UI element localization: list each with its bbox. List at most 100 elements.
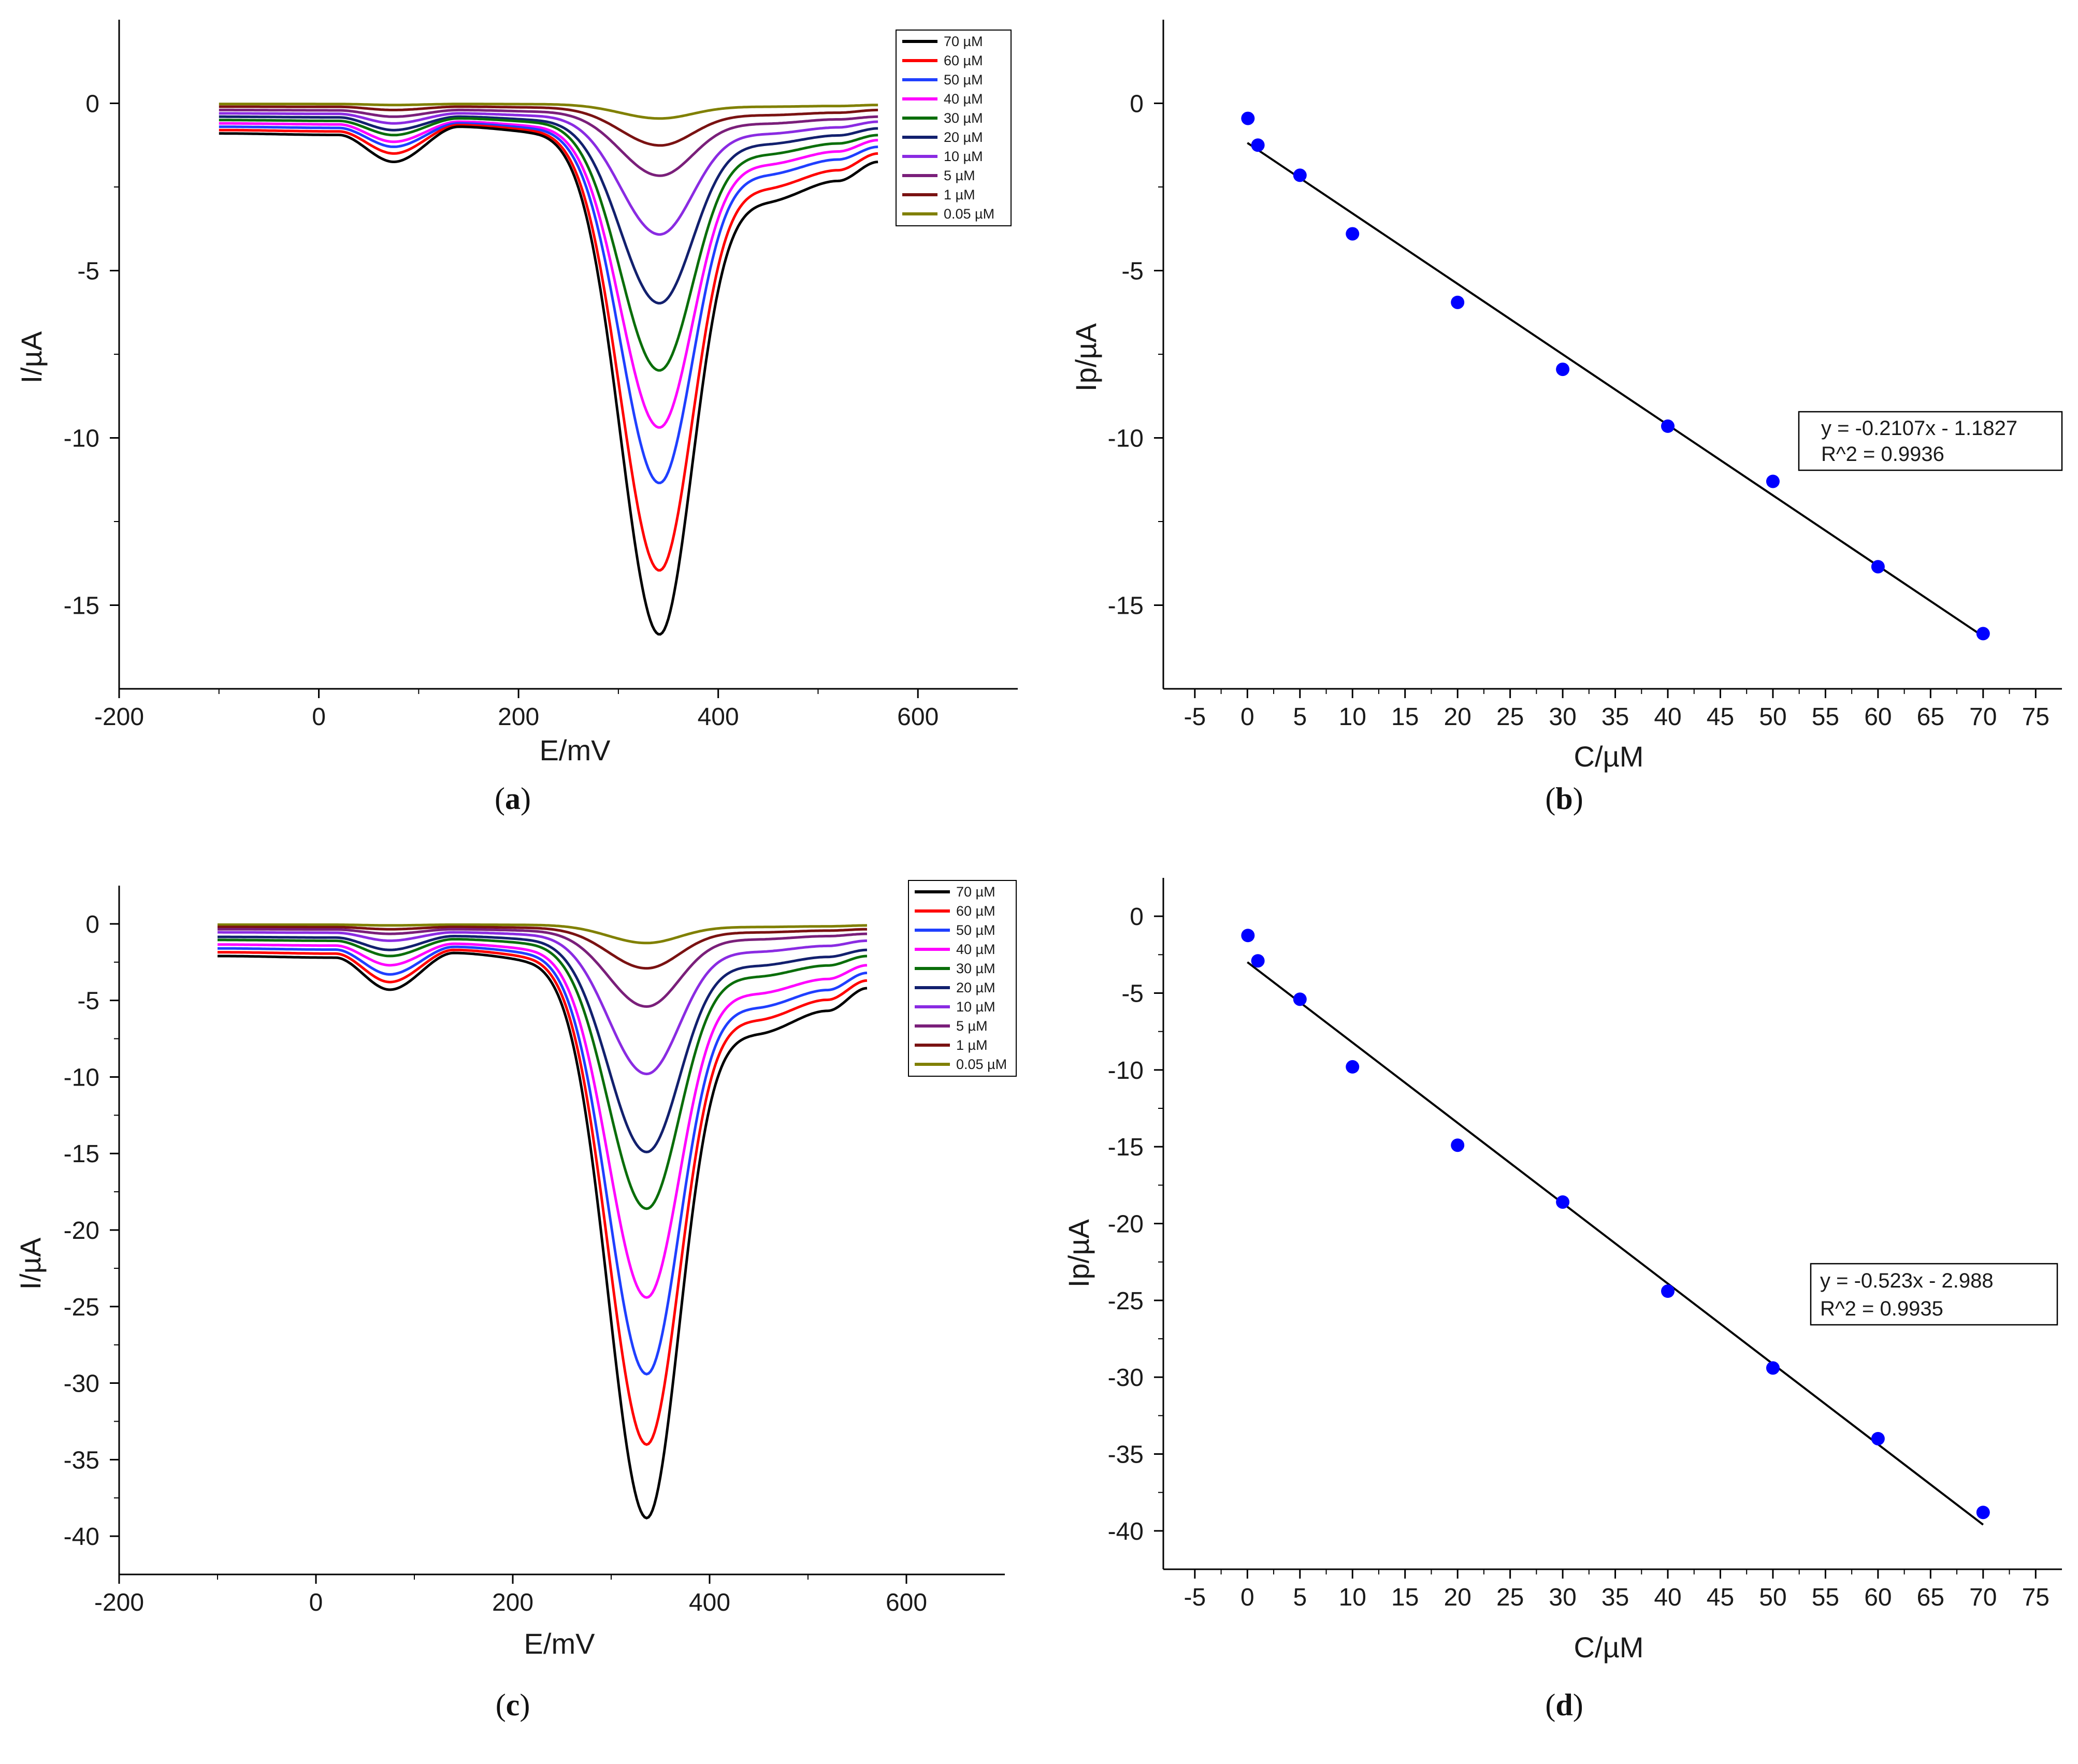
panel-c-y-tick-label: -30 [64,1370,99,1398]
panel-c-series-line [218,945,868,1376]
panel-c-series-line [218,935,868,1153]
panel-c-y-tick-label: -10 [64,1064,99,1091]
panel-b-x-tick-label: 55 [1812,703,1839,731]
panel-d-x-tick-label: 25 [1496,1584,1524,1611]
panel-c-y-tick-label: -25 [64,1294,99,1321]
panel-a-x-tick-label: 600 [897,703,939,731]
panel-a-legend-label: 70 µM [944,34,983,49]
panel-c-x-tick-label: 0 [309,1589,323,1616]
panel-c-series-line [218,923,868,945]
panel-a-series-line [219,103,878,120]
panel-a-legend-label: 40 µM [944,91,983,107]
panel-b-fit-line [1247,142,1984,638]
panel-d-equation: y = -0.523x - 2.988 [1820,1269,1994,1292]
panel-b-caption: (b) [1545,782,1583,816]
panel-b-r2: R^2 = 0.9936 [1821,443,1944,466]
panel-d-fit-line [1247,961,1984,1526]
panel-b-data-point [1293,168,1307,182]
panel-b-data-point [1661,419,1675,433]
panel-c-legend-label: 30 µM [956,961,995,976]
panel-b-x-tick-label: 30 [1549,703,1576,731]
panel-c-x-tick-label: 400 [689,1589,730,1616]
panel-d-x-tick-label: 15 [1391,1584,1419,1611]
panel-d-y-tick-label: -35 [1108,1441,1144,1469]
panel-a-plot: -200 0 200 400 600 0 -5 -10 -15 70 µM 60 µM 50 µM 40… [64,20,1018,731]
panel-c-y-tick-label: -20 [64,1217,99,1245]
panel-b-y-tick-label: 0 [1130,91,1144,118]
panel-b-xlabel: C/µM [1574,740,1644,773]
panel-d-data-point [1293,992,1307,1006]
panel-d-xlabel: C/µM [1574,1631,1644,1664]
panel-b-x-tick-label: 40 [1654,703,1681,731]
panel-a-x-tick-label: 200 [498,703,539,731]
panel-c-series-line [218,942,868,1299]
panel-b-x-tick-label: 25 [1496,703,1524,731]
panel-d-y-tick-label: 0 [1130,903,1144,931]
panel-d-x-tick-label: 20 [1444,1584,1471,1611]
panel-b-x-tick-label: 60 [1864,703,1892,731]
panel-b-data-point [1346,227,1360,241]
panel-c-ylabel: I/µA [14,1237,47,1290]
panel-b-data-point [1451,295,1465,309]
panel-d-y-tick-label: -30 [1108,1364,1144,1392]
panel-d-x-tick-label: 65 [1917,1584,1944,1611]
panel-c-legend-label: 10 µM [956,999,995,1015]
panel-c-y-tick-label: -35 [64,1447,99,1474]
panel-b-x-tick-label: 50 [1759,703,1786,731]
panel-d-y-tick-label: -15 [1108,1134,1144,1161]
panel-a-legend-label: 60 µM [944,53,983,68]
panel-d-x-tick-label: 35 [1601,1584,1629,1611]
panel-a-legend-label: 10 µM [944,149,983,164]
panel-a-series-line [219,105,878,147]
panel-c-x-tick-label: 600 [886,1589,927,1616]
panel-c-y-tick-label: 0 [85,911,99,938]
panel-c-series-line [218,926,868,970]
panel-d-r2: R^2 = 0.9935 [1820,1297,1943,1320]
panel-c-legend-label: 1 µM [956,1037,988,1053]
panel-c-chart: -200 0 200 400 600 0 -5 -10 -15 -20 -25 -30 -35 -40 70… [14,880,1017,1660]
panel-d-data-point [1661,1284,1675,1298]
panel-c-x-tick-label: -200 [94,1589,144,1616]
panel-a-series-line [219,120,878,429]
panel-b-x-tick-label: 10 [1339,703,1366,731]
panel-b-plot: -5 0 5 10 15 20 25 30 35 40 45 50 55 60 65 70 75 0 -5 -10 -1… [1108,20,2062,731]
panel-d-x-tick-label: 10 [1339,1584,1366,1611]
panel-d-data-point [1251,954,1265,968]
panel-c-series-line [218,931,868,1076]
panel-d-y-tick-label: -20 [1108,1211,1144,1238]
panel-b-equation: y = -0.2107x - 1.1827 [1821,417,2017,440]
panel-c-y-tick-label: -40 [64,1523,99,1551]
panel-d-ylabel: Ip/µA [1062,1219,1095,1288]
panel-c-series-line [218,951,868,1520]
panel-a-series-line [219,112,878,236]
panel-d-x-tick-label: 5 [1293,1584,1307,1611]
panel-a-series-line [219,108,878,177]
panel-d-data-point [1451,1138,1465,1152]
panel-c-y-tick-label: -5 [77,988,99,1015]
panel-d-x-tick-label: 50 [1759,1584,1786,1611]
panel-c-legend-label: 0.05 µM [956,1057,1007,1072]
panel-b-data-point [1251,138,1265,152]
panel-a-series-line [219,117,878,372]
panel-d-y-tick-label: -5 [1121,980,1144,1008]
panel-a-series-line [219,125,878,636]
panel-a-ylabel: I/µA [15,331,48,383]
panel-b-chart: -5 0 5 10 15 20 25 30 35 40 45 50 55 60 65 70 75 0 -5 -10 -1… [1070,20,2063,773]
panel-b-ylabel: Ip/µA [1070,323,1102,392]
panel-d-equation-box [1810,1263,2058,1326]
panel-b-x-tick-label: 5 [1293,703,1307,731]
panel-d-data-point [1556,1195,1570,1209]
panel-d-x-tick-label: -5 [1184,1584,1206,1611]
panel-d-data-point [1976,1506,1990,1520]
panel-d-y-tick-label: -40 [1108,1518,1144,1545]
panel-d-data-point [1766,1361,1780,1375]
panel-c-plot: -200 0 200 400 600 0 -5 -10 -15 -20 -25 -30 -35 -40 70… [64,880,1017,1616]
panel-a-series-line [219,115,878,305]
panel-a-x-tick-label: 400 [698,703,739,731]
panel-d-x-tick-label: 55 [1812,1584,1839,1611]
panel-a-xlabel: E/mV [540,734,611,767]
panel-c-legend-label: 20 µM [956,980,995,995]
panel-b-x-tick-label: 0 [1240,703,1254,731]
panel-a-legend-label: 30 µM [944,110,983,126]
panel-d-caption: (d) [1545,1688,1583,1722]
